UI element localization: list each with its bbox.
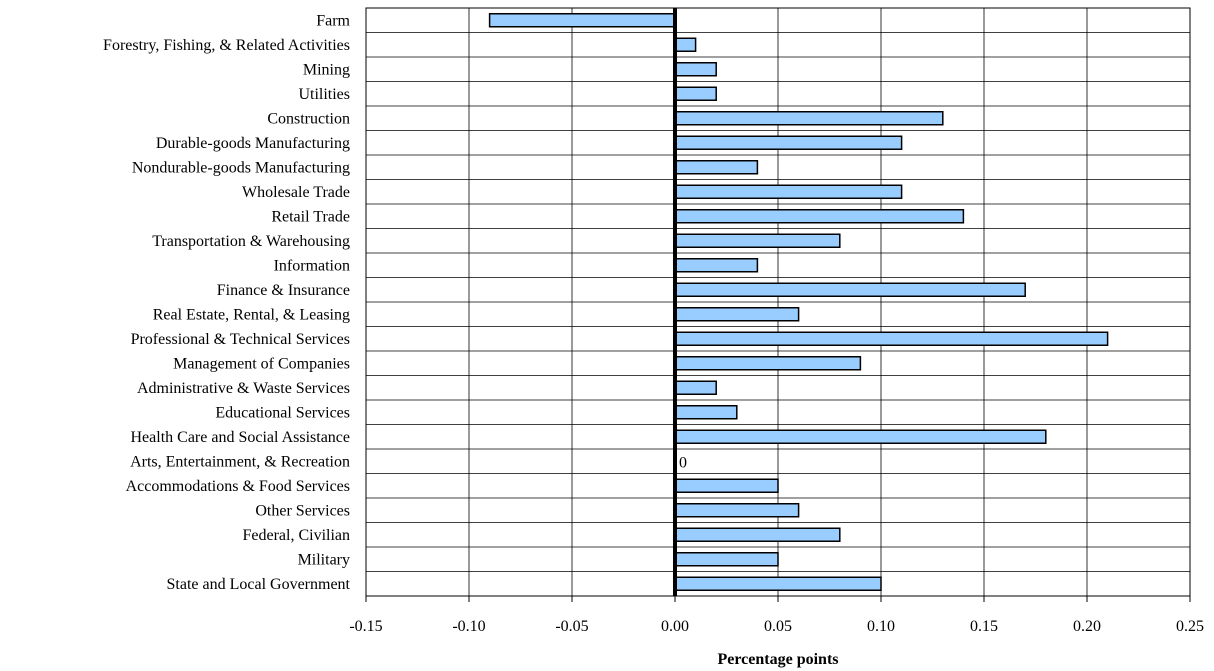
x-tick-label: -0.05 — [555, 618, 588, 635]
category-label: Retail Trade — [271, 208, 350, 225]
bar — [674, 86, 717, 101]
category-label: Farm — [316, 12, 350, 29]
bar — [674, 380, 717, 395]
category-label: Forestry, Fishing, & Related Activities — [103, 37, 350, 54]
category-label: Real Estate, Rental, & Leasing — [153, 306, 350, 323]
category-label: Accommodations & Food Services — [126, 478, 350, 495]
category-label: Finance & Insurance — [217, 282, 350, 299]
x-tick-label: 0.00 — [661, 618, 689, 635]
bar — [674, 478, 779, 493]
x-tick-label: -0.15 — [349, 618, 382, 635]
bars — [488, 13, 1109, 591]
bar — [674, 356, 862, 371]
category-label: Durable-goods Manufacturing — [156, 135, 350, 152]
bar — [674, 429, 1047, 444]
category-labels: Farm Forestry, Fishing, & Related Activit… — [103, 12, 351, 593]
x-tick-label: 0.10 — [867, 618, 895, 635]
category-label: Utilities — [298, 86, 350, 103]
category-label: Wholesale Trade — [242, 184, 350, 201]
x-tick-label: 0.25 — [1176, 618, 1204, 635]
category-label: Information — [274, 257, 350, 274]
category-label: State and Local Government — [167, 576, 351, 593]
bar — [674, 258, 759, 273]
bar — [674, 62, 717, 77]
data-labels: 0 — [679, 454, 687, 471]
bar — [674, 209, 965, 224]
category-label: Arts, Entertainment, & Recreation — [130, 453, 350, 470]
bar — [674, 37, 697, 52]
x-tick-label: 0.20 — [1073, 618, 1101, 635]
gridlines — [365, 8, 1191, 596]
data-label: 0 — [679, 454, 687, 471]
x-axis-ticks: -0.15 -0.10 -0.05 0.00 0.05 0.10 0.15 0.20 0.25 — [349, 596, 1204, 635]
bar — [674, 282, 1026, 297]
bar — [674, 135, 903, 150]
bar — [674, 111, 944, 126]
x-tick-label: 0.05 — [764, 618, 792, 635]
bar — [674, 503, 800, 518]
category-label: Administrative & Waste Services — [137, 380, 350, 397]
category-label: Professional & Technical Services — [131, 331, 350, 348]
x-tick-label: -0.10 — [452, 618, 485, 635]
bar — [488, 13, 676, 28]
bar — [674, 405, 738, 420]
bar — [674, 527, 841, 542]
bar — [674, 307, 800, 322]
category-label: Educational Services — [215, 404, 350, 421]
category-label: Mining — [303, 61, 350, 78]
category-label: Transportation & Warehousing — [152, 233, 350, 250]
category-label: Health Care and Social Assistance — [131, 429, 351, 446]
category-label: Nondurable-goods Manufacturing — [132, 159, 350, 176]
bar — [674, 576, 882, 591]
bar — [674, 552, 779, 567]
bar — [674, 184, 903, 199]
category-label: Federal, Civilian — [242, 527, 350, 544]
bar — [674, 233, 841, 248]
x-axis-title: Percentage points — [717, 651, 838, 668]
x-tick-label: 0.15 — [970, 618, 998, 635]
bar — [674, 331, 1109, 346]
category-label: Other Services — [255, 502, 350, 519]
bar — [674, 160, 759, 175]
category-label: Construction — [267, 110, 350, 127]
category-label: Military — [298, 551, 350, 568]
category-label: Management of Companies — [173, 355, 350, 372]
